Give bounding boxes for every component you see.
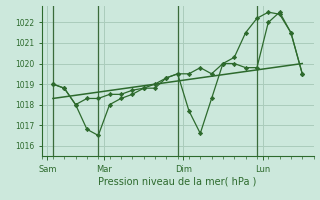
X-axis label: Pression niveau de la mer( hPa ): Pression niveau de la mer( hPa )	[99, 177, 257, 187]
